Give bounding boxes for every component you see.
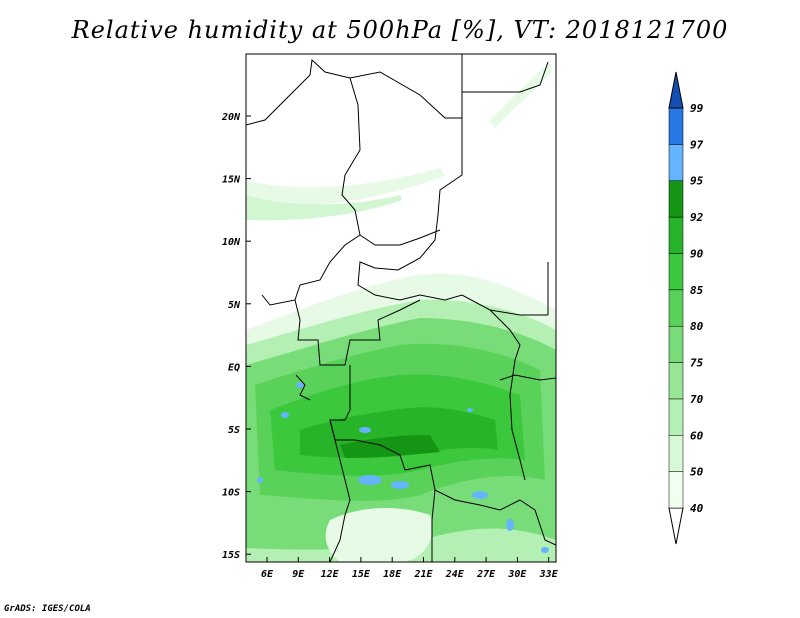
map-frame <box>245 53 557 563</box>
lon-tick-label: 12E <box>321 569 340 580</box>
colorbar-low-arrow <box>668 507 684 545</box>
lon-tick-label: 33E <box>539 569 559 580</box>
lon-tick-label: 15E <box>352 569 371 580</box>
lon-tick-label: 6E <box>261 569 274 580</box>
colorbar-segment <box>668 398 684 436</box>
colorbar-segment <box>668 471 684 509</box>
latitude-axis: 20N 15N 10N 5N EQ 5S 10S 15S <box>221 112 251 561</box>
lat-tick-label: 5N <box>228 300 241 311</box>
colorbar-label: 95 <box>690 175 704 188</box>
lon-tick-label: 27E <box>476 569 496 580</box>
lon-tick-label: 30E <box>507 569 527 580</box>
colorbar-label: 60 <box>690 429 704 442</box>
colorbar-label: 75 <box>690 357 704 370</box>
colorbar-label: 40 <box>690 502 704 515</box>
colorbar-segment <box>668 144 684 181</box>
colorbar-label: 97 <box>690 138 704 151</box>
colorbar-label: 85 <box>690 284 704 297</box>
colorbar-label: 92 <box>690 211 704 224</box>
lat-tick-label: 15N <box>222 175 241 186</box>
colorbar-label: 90 <box>690 247 704 260</box>
lon-tick-label: 21E <box>413 569 433 580</box>
lon-tick-label: 18E <box>383 569 402 580</box>
colorbar-segment <box>668 435 684 472</box>
lat-tick-label: 5S <box>228 425 240 436</box>
lon-tick-label: 9E <box>292 569 305 580</box>
credit-text: GrADS: IGES/COLA <box>4 604 91 614</box>
lat-tick-label: EQ <box>228 362 240 373</box>
colorbar-label: 99 <box>690 102 704 115</box>
colorbar-label: 70 <box>690 393 704 406</box>
colorbar-segment <box>668 180 684 218</box>
colorbar-high-arrow <box>668 71 684 109</box>
colorbar-segment <box>668 107 684 145</box>
colorbar-label: 80 <box>690 320 704 333</box>
lat-tick-label: 10N <box>222 237 241 248</box>
lat-tick-label: 10S <box>222 488 240 499</box>
country-borders <box>246 54 556 562</box>
colorbar-segment <box>668 325 684 363</box>
colorbar-segment <box>668 362 684 400</box>
lon-tick-label: 24E <box>445 569 465 580</box>
map-title: Relative humidity at 500hPa [%], VT: 201… <box>71 16 729 44</box>
lat-tick-label: 15S <box>222 550 240 561</box>
colorbar-label: 50 <box>690 466 704 479</box>
colorbar: 40 50 60 70 75 80 85 90 92 95 97 99 <box>668 71 704 545</box>
colorbar-segment <box>668 253 684 291</box>
longitude-axis: 6E 9E 12E 15E 18E 21E 24E 27E 30E 33E <box>261 557 559 580</box>
colorbar-segment <box>668 216 684 254</box>
humidity-field <box>246 54 556 562</box>
colorbar-segment <box>668 289 684 327</box>
lat-tick-label: 20N <box>221 112 241 123</box>
